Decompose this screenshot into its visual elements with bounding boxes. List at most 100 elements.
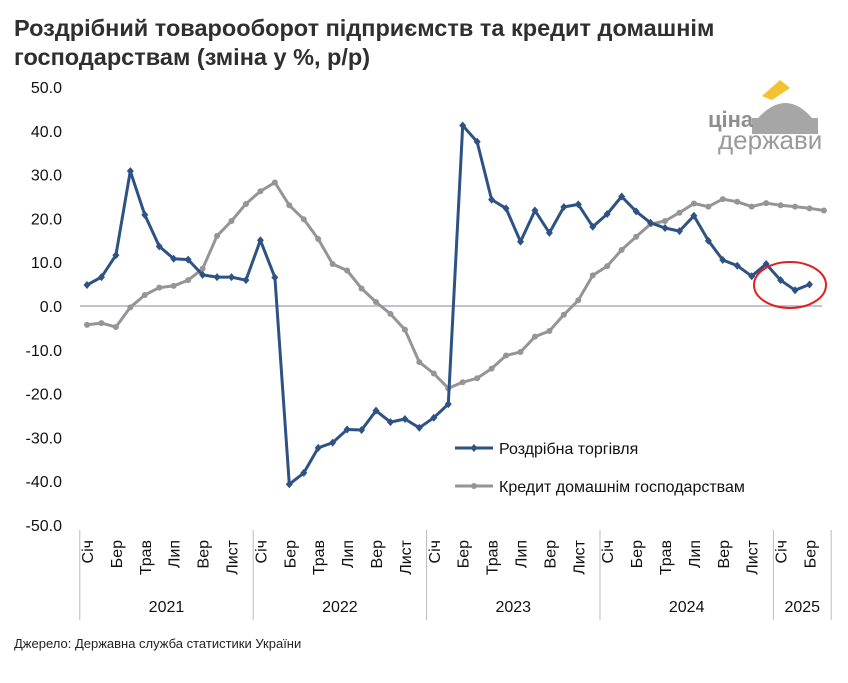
year-label: 2025	[784, 599, 820, 616]
x-tick-label: Вер	[716, 540, 733, 569]
data-point	[242, 276, 250, 285]
year-label: 2021	[149, 599, 185, 616]
x-tick-label: Вер	[369, 540, 386, 569]
series-line-retail	[86, 124, 811, 486]
data-point	[358, 425, 366, 434]
legend-label: Роздрібна торгівля	[499, 441, 638, 458]
y-tick-label: -30.0	[26, 430, 63, 447]
x-tick-label: Лип	[514, 540, 531, 568]
y-tick-label: -10.0	[26, 343, 63, 360]
data-point	[155, 242, 163, 251]
data-point	[401, 415, 409, 424]
data-point	[344, 267, 351, 274]
data-point	[734, 198, 741, 205]
data-point	[387, 310, 394, 317]
year-label: 2022	[322, 599, 358, 616]
data-point	[256, 236, 264, 245]
y-tick-label: 50.0	[31, 80, 62, 97]
data-point	[733, 261, 741, 270]
data-point	[343, 425, 351, 434]
data-point	[213, 273, 221, 282]
data-point	[372, 406, 380, 415]
highlight-ellipse	[753, 261, 827, 309]
year-label: 2023	[495, 599, 531, 616]
x-tick-label: Бер	[456, 540, 473, 568]
y-tick-label: 20.0	[31, 211, 62, 228]
x-tick-label: Січ	[80, 540, 97, 563]
data-point	[589, 272, 596, 279]
data-point	[97, 273, 105, 282]
data-point	[690, 200, 697, 207]
data-point	[300, 468, 308, 477]
data-point	[792, 203, 799, 210]
data-point	[84, 321, 90, 328]
data-point	[127, 304, 134, 311]
x-tick-label: Лип	[340, 540, 357, 568]
data-point	[603, 210, 611, 219]
data-point	[690, 211, 698, 220]
data-point	[329, 260, 336, 267]
data-point	[214, 232, 221, 239]
data-point	[675, 227, 683, 236]
data-point	[416, 359, 423, 366]
data-point	[156, 284, 163, 291]
data-point	[661, 224, 669, 233]
data-point	[517, 348, 524, 355]
data-point	[83, 280, 91, 289]
x-tick-label: Трав	[658, 540, 675, 575]
data-point	[112, 251, 120, 260]
x-tick-label: Лип	[687, 540, 704, 568]
data-point	[415, 423, 423, 432]
x-tick-label: Січ	[427, 540, 444, 563]
data-point	[502, 204, 510, 213]
x-tick-label: Трав	[138, 540, 155, 575]
y-tick-label: -20.0	[26, 387, 63, 404]
data-point	[806, 205, 813, 212]
x-tick-label: Вер	[196, 540, 213, 569]
data-point	[314, 443, 322, 452]
data-point	[763, 200, 770, 207]
data-point	[676, 209, 683, 216]
x-tick-label: Січ	[600, 540, 617, 563]
data-point	[806, 280, 813, 289]
data-point	[430, 413, 438, 422]
data-point	[604, 263, 611, 270]
x-tick-label: Січ	[774, 540, 791, 563]
x-tick-label: Бер	[109, 540, 126, 568]
data-point	[820, 207, 827, 214]
data-point	[199, 270, 207, 279]
data-point	[575, 297, 582, 304]
data-point	[358, 285, 365, 292]
data-point	[618, 246, 625, 253]
logo-text: ціна	[708, 107, 754, 132]
series-line-credit	[86, 181, 825, 390]
y-tick-label: 40.0	[31, 124, 62, 141]
data-point	[546, 327, 553, 334]
data-point	[271, 179, 278, 186]
data-point	[257, 188, 264, 195]
data-point	[791, 286, 799, 295]
data-point	[242, 200, 249, 207]
legend-label: Кредит домашнім господарствам	[499, 479, 745, 496]
data-point	[373, 299, 379, 306]
data-point	[719, 256, 727, 265]
data-point	[285, 480, 293, 489]
data-point	[185, 277, 192, 284]
data-point	[444, 400, 452, 409]
year-label: 2024	[669, 599, 705, 616]
data-point	[271, 273, 279, 282]
data-point	[488, 365, 495, 372]
x-tick-label: Лист	[398, 539, 415, 574]
data-point	[315, 235, 322, 242]
data-point	[126, 167, 134, 176]
y-tick-label: 10.0	[31, 255, 62, 272]
x-tick-label: Трав	[485, 540, 502, 575]
data-point	[560, 311, 567, 318]
data-point	[459, 121, 467, 130]
x-tick-label: Трав	[311, 540, 328, 575]
data-point	[531, 206, 539, 215]
data-point	[647, 218, 655, 227]
